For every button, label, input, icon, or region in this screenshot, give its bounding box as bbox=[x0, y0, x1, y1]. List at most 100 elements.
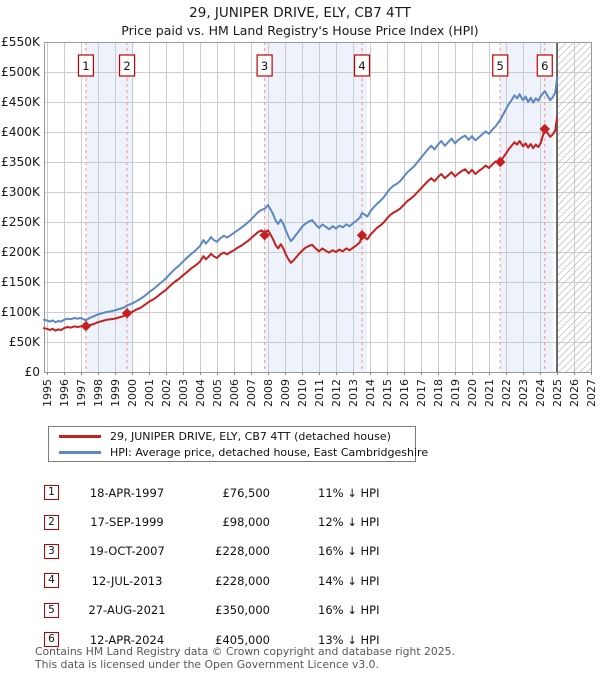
no-data-hatch-region bbox=[557, 42, 591, 372]
sale-date: 12-APR-2024 bbox=[89, 632, 165, 647]
svg-text:£0: £0 bbox=[24, 365, 40, 379]
svg-text:1996: 1996 bbox=[58, 379, 71, 407]
svg-text:2007: 2007 bbox=[245, 379, 258, 407]
svg-text:2002: 2002 bbox=[160, 379, 173, 407]
sale-date: 27-AUG-2021 bbox=[88, 603, 166, 618]
svg-text:£200K: £200K bbox=[1, 245, 41, 259]
sale-date: 17-SEP-1999 bbox=[90, 515, 164, 530]
sale-price: £76,500 bbox=[222, 485, 270, 500]
svg-text:1999: 1999 bbox=[109, 379, 122, 407]
svg-text:2014: 2014 bbox=[364, 379, 377, 407]
svg-text:2001: 2001 bbox=[143, 379, 156, 407]
sale-hpi-diff: 16% ↓ HPI bbox=[318, 603, 380, 618]
x-axis-labels: 1995 1996 1997 1998 1999 2000 2001 2002 2003 2004… bbox=[41, 372, 598, 407]
svg-text:2003: 2003 bbox=[177, 379, 190, 407]
svg-text:£400K: £400K bbox=[1, 125, 41, 139]
legend-item-hpi: HPI: Average price, detached house, East… bbox=[49, 444, 428, 460]
sale-hpi-diff: 12% ↓ HPI bbox=[318, 515, 380, 530]
svg-text:6: 6 bbox=[541, 59, 548, 73]
svg-text:2008: 2008 bbox=[262, 379, 275, 407]
grid-lines bbox=[44, 42, 592, 373]
svg-text:2004: 2004 bbox=[194, 379, 207, 407]
table-row: 1 18-APR-1997 £76,500 11% ↓ HPI bbox=[44, 478, 564, 507]
svg-text:£450K: £450K bbox=[1, 95, 41, 109]
svg-text:£50K: £50K bbox=[9, 335, 41, 349]
svg-text:5: 5 bbox=[497, 59, 504, 73]
svg-text:2009: 2009 bbox=[279, 379, 292, 407]
sale-number-badge: 4 bbox=[44, 573, 59, 589]
svg-text:£100K: £100K bbox=[1, 305, 41, 319]
sale-hpi-diff: 14% ↓ HPI bbox=[318, 573, 380, 588]
svg-text:3: 3 bbox=[261, 59, 268, 73]
ownership-bands bbox=[85, 42, 553, 372]
sale-price: £228,000 bbox=[215, 573, 270, 588]
sale-price: £350,000 bbox=[215, 603, 270, 618]
sale-number-badge: 2 bbox=[44, 514, 59, 530]
svg-text:2026: 2026 bbox=[568, 379, 581, 407]
license-line-1: Contains HM Land Registry data © Crown c… bbox=[35, 645, 455, 658]
svg-text:2023: 2023 bbox=[517, 379, 530, 407]
svg-text:2011: 2011 bbox=[313, 379, 326, 407]
sale-hpi-diff: 11% ↓ HPI bbox=[318, 485, 380, 500]
license-line-2: This data is licensed under the Open Gov… bbox=[35, 657, 379, 671]
svg-text:2021: 2021 bbox=[483, 379, 496, 407]
hpi-line bbox=[42, 77, 558, 324]
sale-hpi-diff: 16% ↓ HPI bbox=[318, 544, 380, 559]
sale-number-badge: 1 bbox=[44, 485, 59, 501]
license-note: Contains HM Land Registry data © Crown c… bbox=[35, 645, 595, 671]
svg-text:2006: 2006 bbox=[228, 379, 241, 407]
svg-text:£500K: £500K bbox=[1, 65, 41, 79]
table-row: 3 19-OCT-2007 £228,000 16% ↓ HPI bbox=[44, 537, 564, 566]
svg-text:2019: 2019 bbox=[449, 379, 462, 407]
svg-text:2020: 2020 bbox=[466, 379, 479, 407]
property-price-line bbox=[42, 116, 558, 332]
sale-date: 12-JUL-2013 bbox=[91, 573, 163, 588]
legend-item-property: 29, JUNIPER DRIVE, ELY, CB7 4TT (detache… bbox=[49, 428, 415, 444]
svg-text:2005: 2005 bbox=[211, 379, 224, 407]
svg-text:1997: 1997 bbox=[75, 379, 88, 407]
svg-text:4: 4 bbox=[358, 59, 365, 73]
sale-hpi-diff: 13% ↓ HPI bbox=[318, 632, 380, 647]
sale-number-badge: 6 bbox=[44, 632, 59, 648]
legend-label-hpi: HPI: Average price, detached house, East… bbox=[110, 445, 429, 459]
table-row: 4 12-JUL-2013 £228,000 14% ↓ HPI bbox=[44, 566, 564, 595]
table-row: 6 12-APR-2024 £405,000 13% ↓ HPI bbox=[44, 625, 564, 654]
price-chart: £0 £50K £100K £150K £200K £250K £300K £350K £400… bbox=[1, 35, 598, 407]
svg-text:£150K: £150K bbox=[1, 275, 41, 289]
svg-text:2000: 2000 bbox=[126, 379, 139, 407]
svg-text:£300K: £300K bbox=[1, 185, 41, 199]
svg-text:£250K: £250K bbox=[1, 215, 41, 229]
sale-number-markers: 1 2 3 4 5 6 bbox=[77, 54, 553, 77]
sale-number-badge: 5 bbox=[44, 602, 59, 618]
svg-text:2016: 2016 bbox=[398, 379, 411, 407]
svg-text:2017: 2017 bbox=[415, 379, 428, 407]
svg-text:2027: 2027 bbox=[585, 379, 598, 407]
sale-price: £98,000 bbox=[222, 515, 270, 530]
sale-price: £405,000 bbox=[215, 632, 270, 647]
svg-text:2: 2 bbox=[123, 59, 130, 73]
sale-date-lines bbox=[85, 42, 546, 372]
sale-number-badge: 3 bbox=[44, 543, 59, 559]
svg-text:2022: 2022 bbox=[500, 379, 513, 407]
svg-text:2010: 2010 bbox=[296, 379, 309, 407]
page-subtitle: Price paid vs. HM Land Registry's House … bbox=[121, 23, 479, 38]
svg-text:2018: 2018 bbox=[432, 379, 445, 407]
svg-text:2012: 2012 bbox=[330, 379, 343, 407]
hpi-line-swatch bbox=[59, 450, 101, 454]
svg-text:1998: 1998 bbox=[92, 379, 105, 407]
sale-date: 18-APR-1997 bbox=[89, 485, 165, 500]
table-row: 2 17-SEP-1999 £98,000 12% ↓ HPI bbox=[44, 507, 564, 536]
property-line-swatch bbox=[59, 434, 101, 438]
page-title: 29, JUNIPER DRIVE, ELY, CB7 4TT bbox=[189, 5, 411, 21]
table-row: 5 27-AUG-2021 £350,000 16% ↓ HPI bbox=[44, 596, 564, 625]
sale-price: £228,000 bbox=[215, 544, 270, 559]
svg-text:£550K: £550K bbox=[1, 35, 41, 49]
y-axis-labels: £0 £50K £100K £150K £200K £250K £300K £350K £400… bbox=[1, 35, 41, 379]
svg-text:£350K: £350K bbox=[1, 155, 41, 169]
svg-text:1995: 1995 bbox=[41, 379, 54, 407]
plot-border bbox=[44, 42, 592, 373]
sale-date: 19-OCT-2007 bbox=[89, 544, 165, 559]
svg-text:2025: 2025 bbox=[551, 379, 564, 407]
svg-text:2013: 2013 bbox=[347, 379, 360, 407]
